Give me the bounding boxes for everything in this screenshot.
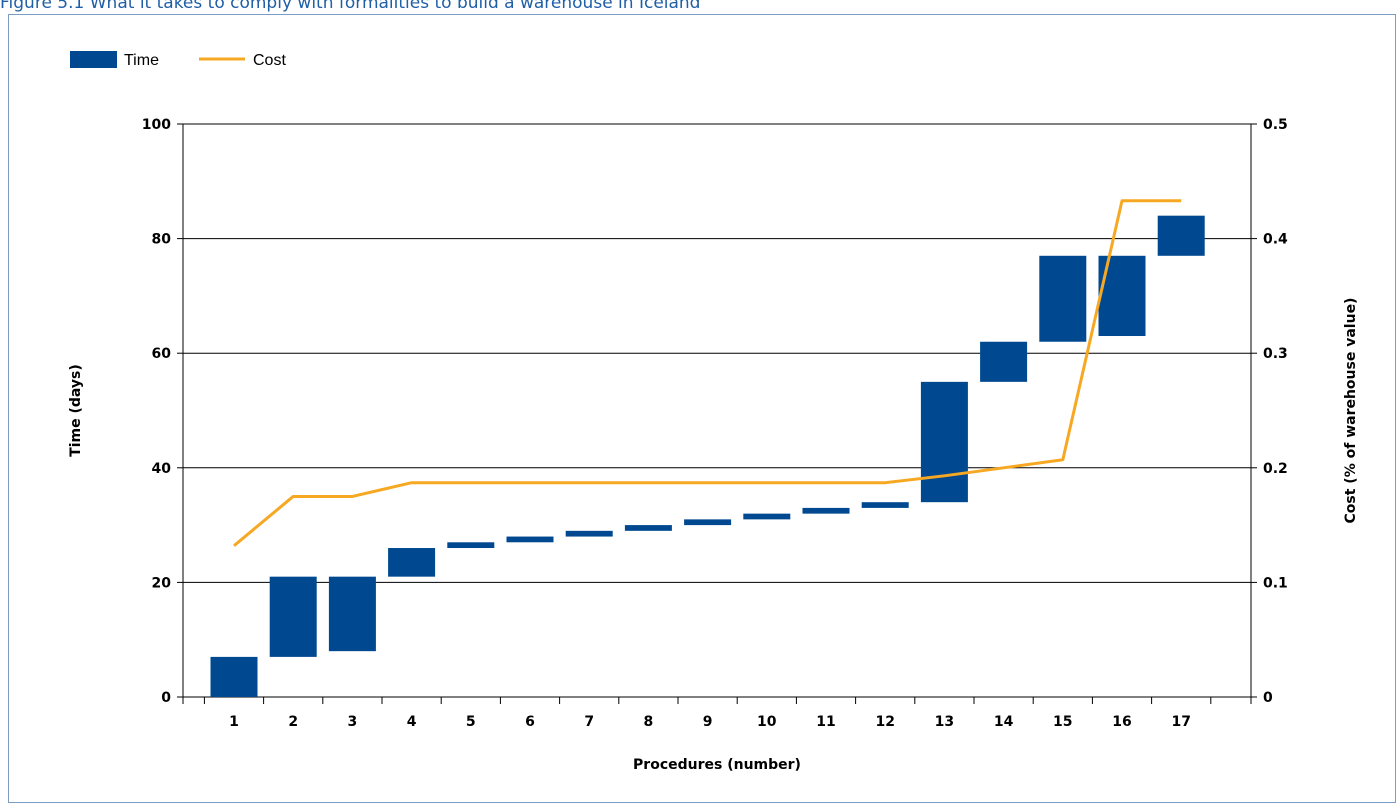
x-tick-label: 10 (757, 714, 777, 730)
x-tick-label: 3 (348, 714, 358, 730)
y-axis-title-left: Time (days) (68, 364, 84, 457)
time-bars (210, 215, 1205, 697)
y-tick-label-right: 0.3 (1263, 346, 1288, 362)
chart-frame: 0 0 20 0.1 40 0.2 60 0.3 80 0.4 100 0.5 1 2 3 4 5 6 7 8 9 10 1… (8, 14, 1396, 803)
time-bar (624, 525, 672, 531)
figure-title: Figure 5.1 What it takes to comply with … (0, 0, 701, 13)
time-bar (920, 381, 968, 503)
x-tick-label: 16 (1112, 714, 1131, 730)
y-tick-label-left: 100 (142, 117, 171, 133)
x-tick-label: 14 (994, 714, 1014, 730)
legend: Time Cost (70, 51, 286, 69)
cost-line (233, 199, 1182, 547)
legend-time-label: Time (124, 52, 159, 69)
time-bar (743, 513, 791, 520)
time-bar (210, 656, 258, 697)
x-tick-label: 4 (407, 714, 417, 730)
time-bar (802, 507, 850, 514)
x-tick-label: 13 (935, 714, 954, 730)
x-tick-label: 17 (1171, 714, 1190, 730)
y-tick-label-right: 0.2 (1263, 461, 1288, 477)
time-bar (328, 576, 376, 652)
y-tick-label-right: 0.4 (1263, 232, 1288, 248)
y-axis-title-right: Cost (% of warehouse value) (1343, 298, 1359, 524)
x-tick-label: 15 (1053, 714, 1072, 730)
x-tick-label: 12 (875, 714, 894, 730)
x-tick-label: 9 (703, 714, 713, 730)
x-tick-label: 1 (229, 714, 239, 730)
time-bar (980, 341, 1028, 382)
x-tick-label: 5 (466, 714, 476, 730)
cost-line-group (233, 199, 1182, 547)
time-bar (506, 536, 554, 543)
y-tick-label-right: 0 (1263, 690, 1273, 706)
x-tick-label: 11 (816, 714, 835, 730)
legend-cost-label: Cost (253, 52, 286, 69)
y-tick-label-left: 40 (152, 461, 172, 477)
time-bar (861, 502, 909, 508)
y-tick-label-left: 80 (152, 232, 172, 248)
x-tick-label: 8 (644, 714, 654, 730)
x-tick-label: 7 (584, 714, 594, 730)
time-bar (565, 530, 613, 537)
time-bar (684, 519, 732, 526)
x-tick-label: 2 (288, 714, 298, 730)
time-bar (447, 542, 495, 549)
x-axis-title: Procedures (number) (633, 757, 801, 773)
y-tick-label-left: 20 (152, 575, 172, 591)
x-tick-label: 6 (525, 714, 535, 730)
time-bar (388, 548, 436, 577)
legend-time-swatch (70, 51, 117, 68)
y-tick-label-left: 0 (161, 690, 171, 706)
time-bar (269, 576, 317, 657)
y-tick-label-right: 0.5 (1263, 117, 1288, 133)
time-bar (1157, 215, 1205, 256)
y-tick-label-right: 0.1 (1263, 575, 1288, 591)
y-tick-label-left: 60 (152, 346, 172, 362)
time-bar (1039, 255, 1087, 342)
